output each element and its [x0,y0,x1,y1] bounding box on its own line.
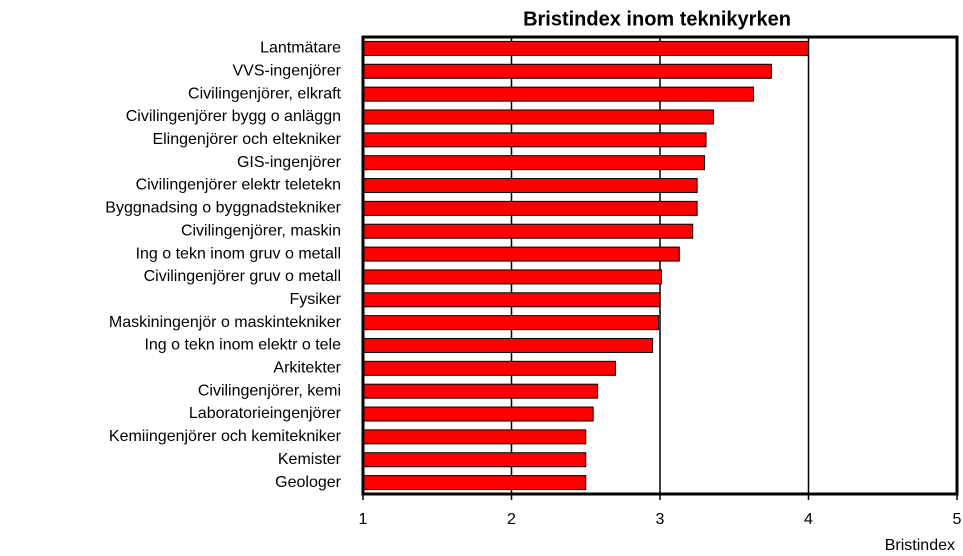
bar [362,269,662,285]
bar [362,86,755,102]
bar [362,109,714,125]
y-tick-label: Civilingenjörer elektr teletekn [136,177,341,194]
y-tick-label: Civilingenjörer, maskin [181,222,341,239]
y-tick-label: Fysiker [289,291,341,308]
y-tick-label: Kemiingenjörer och kemitekniker [109,428,342,445]
y-tick-label: Kemister [278,451,342,468]
bar [362,155,706,171]
bar [362,360,616,376]
y-tick-label: VVS-ingenjörer [233,62,342,79]
y-tick-label: Civilingenjörer gruv o metall [144,268,341,285]
plot-border [361,35,959,496]
bar [362,429,587,445]
bar [362,315,660,331]
y-tick-label: Maskiningenjör o maskintekniker [109,314,342,331]
bar [362,337,654,353]
bar [362,223,694,239]
y-tick-label: Ing o tekn inom elektr o tele [144,337,341,354]
y-tick-label: Civilingenjörer, elkraft [188,85,342,102]
bar [362,292,661,308]
y-tick-label: Elingenjörer och eltekniker [152,131,341,148]
y-tick-label: Ing o tekn inom gruv o metall [136,245,341,262]
bar [362,132,707,148]
y-tick-label: Civilingenjörer, kemi [198,382,341,399]
bar [362,178,698,194]
x-tick-label: 1 [359,511,368,528]
y-tick-label: Byggnadsing o byggnadstekniker [105,200,341,217]
bar [362,406,594,422]
bar [362,40,809,56]
chart-title: Bristindex inom teknikyrken [523,8,791,30]
y-tick-label: Lantmätare [260,40,341,57]
bar [362,63,772,79]
y-tick-label: Civilingenjörer bygg o anläggn [126,108,341,125]
bar [362,200,698,216]
x-tick-label: 2 [507,511,516,528]
bar [362,475,587,491]
y-tick-label: Laboratorieingenjörer [189,405,342,422]
bar [362,246,680,262]
y-tick-label: GIS-ingenjörer [237,154,342,171]
y-tick-label: Geologer [275,474,341,491]
x-tick-label: 4 [804,511,813,528]
bar [362,383,599,399]
x-tick-label: 5 [953,511,962,528]
y-tick-label: Arkitekter [273,360,341,377]
x-tick-label: 3 [656,511,665,528]
x-axis-label: Bristindex [885,537,955,554]
bar [362,452,587,468]
